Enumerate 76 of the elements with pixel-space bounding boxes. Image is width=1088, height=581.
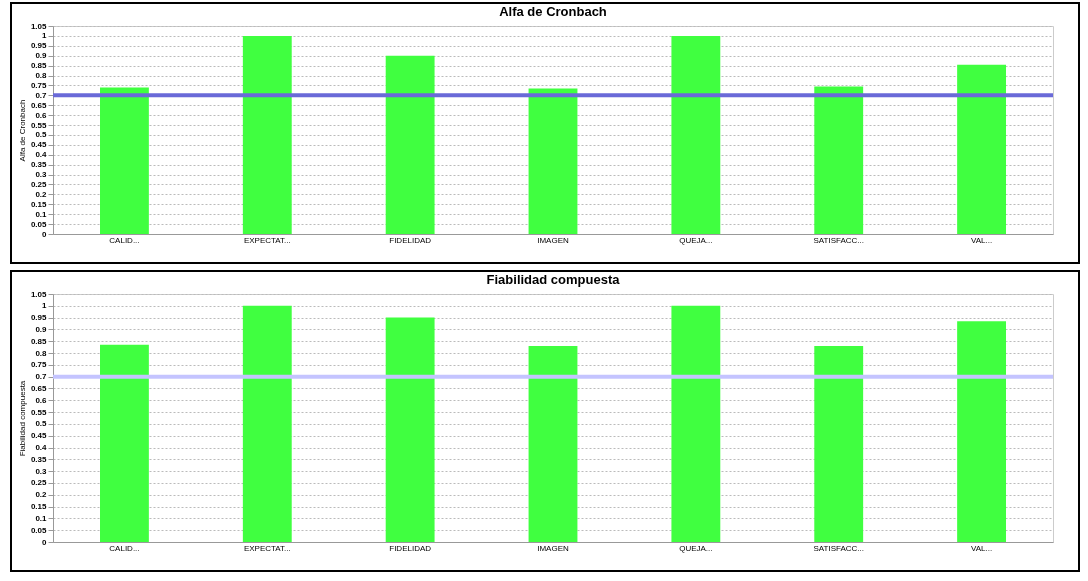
y-tick-label: 0.3: [35, 466, 48, 476]
y-tick-label: 0.75: [30, 80, 48, 90]
x-tick-label: IMAGEN: [537, 235, 569, 245]
bar: [100, 344, 149, 542]
y-tick-label: 0.35: [30, 454, 48, 464]
y-tick-label: 1: [42, 301, 48, 311]
bar: [671, 305, 721, 542]
y-tick-label: 0: [42, 229, 48, 239]
x-tick-label: SATISFACC...: [813, 235, 864, 245]
y-tick-label: 0.45: [30, 140, 48, 150]
bar: [957, 321, 1006, 542]
x-tick-label: QUEJA...: [679, 543, 713, 553]
y-tick-label: 0.25: [30, 179, 48, 189]
bar: [242, 305, 292, 542]
y-tick-label: 0.2: [35, 490, 48, 500]
y-tick-label: 1.05: [30, 21, 48, 31]
x-tick-label: EXPECTAT...: [243, 235, 291, 245]
y-tick-label: 0.35: [30, 160, 48, 170]
y-tick-label: 0.15: [30, 199, 48, 209]
bar: [385, 317, 435, 542]
x-tick-label: EXPECTAT...: [243, 543, 291, 553]
x-tick-label: VAL...: [970, 543, 993, 553]
y-tick-label: 0.5: [35, 130, 48, 140]
y-tick-label: 0.95: [30, 41, 48, 51]
y-tick-label: 1: [42, 31, 48, 41]
y-tick-label: 0.95: [30, 313, 48, 323]
y-tick-label: 0.6: [35, 395, 48, 405]
bar: [814, 86, 864, 234]
y-tick-label: 0.9: [35, 324, 48, 334]
bar: [957, 64, 1006, 234]
y-tick-label: 0.9: [35, 51, 48, 61]
y-tick-label: 0.25: [30, 478, 48, 488]
y-tick-label: 0.05: [30, 525, 48, 535]
y-tick-label: 0.1: [35, 209, 48, 219]
bar: [528, 88, 578, 234]
y-tick-label: 0.4: [35, 443, 48, 453]
x-tick-label: FIDELIDAD: [389, 543, 432, 553]
y-tick-label: 0.3: [35, 170, 48, 180]
y-tick-label: 0.1: [35, 513, 48, 523]
bar: [814, 345, 864, 542]
y-tick-label: 0.85: [30, 336, 48, 346]
y-tick-label: 0.65: [30, 100, 48, 110]
y-tick-label: 0.55: [30, 120, 48, 130]
y-tick-label: 1.05: [30, 289, 48, 299]
x-tick-label: CALID...: [109, 235, 140, 245]
y-axis-title: Alfa de Cronbach: [17, 99, 27, 162]
y-tick-label: 0.8: [35, 348, 48, 358]
bar: [528, 345, 578, 542]
x-tick-label: SATISFACC...: [813, 543, 864, 553]
bar: [100, 87, 149, 234]
chart-title: Alfa de Cronbach: [499, 4, 607, 19]
y-tick-label: 0.7: [35, 90, 48, 100]
y-tick-label: 0.55: [30, 407, 48, 417]
y-tick-label: 0.65: [30, 383, 48, 393]
bar: [242, 35, 292, 234]
y-tick-label: 0.05: [30, 219, 48, 229]
y-tick-label: 0.2: [35, 189, 48, 199]
x-tick-label: QUEJA...: [679, 235, 713, 245]
y-tick-label: 0.45: [30, 431, 48, 441]
y-tick-label: 0: [42, 537, 48, 547]
y-axis-title: Fiabilidad compuesta: [17, 380, 27, 457]
chart-title: Fiabilidad compuesta: [486, 272, 621, 287]
x-tick-label: FIDELIDAD: [389, 235, 432, 245]
y-tick-label: 0.7: [35, 372, 48, 382]
bar: [671, 35, 721, 234]
y-tick-label: 0.8: [35, 71, 48, 81]
y-tick-label: 0.5: [35, 419, 48, 429]
x-tick-label: IMAGEN: [537, 543, 569, 553]
y-tick-label: 0.15: [30, 502, 48, 512]
x-tick-label: CALID...: [109, 543, 140, 553]
y-tick-label: 0.75: [30, 360, 48, 370]
bar: [385, 55, 435, 234]
y-tick-label: 0.4: [35, 150, 48, 160]
x-tick-label: VAL...: [970, 235, 993, 245]
y-tick-label: 0.85: [30, 61, 48, 71]
y-tick-label: 0.6: [35, 110, 48, 120]
